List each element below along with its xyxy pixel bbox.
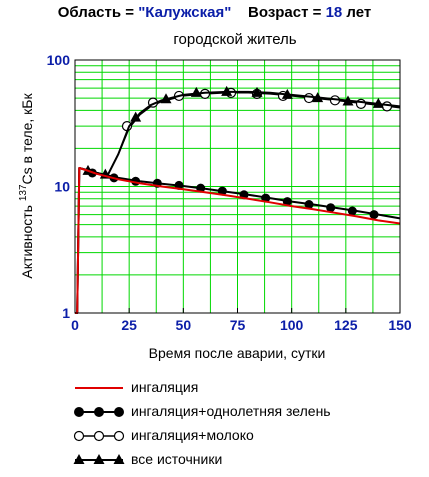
y-tick-label: 10 xyxy=(54,179,70,195)
y-tick-label: 1 xyxy=(62,305,70,321)
series-1-point xyxy=(369,210,379,220)
x-axis-title: Время после аварии, сутки xyxy=(149,345,326,361)
series-3-point xyxy=(221,85,233,96)
x-tick-label: 125 xyxy=(334,317,358,333)
region-label: Область = xyxy=(57,4,139,21)
age-value: 18 xyxy=(325,4,343,21)
legend-symbol-inhalation xyxy=(75,387,123,389)
legend-label-inhalation: ингаляция xyxy=(131,379,199,395)
legend-item-inhalation: ингаляция xyxy=(73,378,413,402)
age-label: Возраст = xyxy=(248,4,326,21)
series-3-point xyxy=(130,111,142,122)
y-axis-title-superscript: 137 xyxy=(18,184,29,201)
series-1-point xyxy=(304,200,314,210)
series-3-point xyxy=(312,92,324,103)
y-tick-label: 100 xyxy=(47,52,71,68)
tick-labels: 0 25 50 75 100 125 150 1 10 100 xyxy=(47,52,412,333)
legend-label-greens: ингаляция+однолетняя зелень xyxy=(131,403,331,419)
series-layer xyxy=(75,85,401,314)
legend-symbol-milk xyxy=(73,430,125,442)
series-line-0 xyxy=(75,167,401,314)
series-3-point xyxy=(342,95,354,106)
series-3-point xyxy=(160,93,172,104)
series-3-point xyxy=(251,86,263,97)
series-3-point xyxy=(372,97,384,108)
region-value: "Калужская" xyxy=(138,4,232,21)
series-1-point xyxy=(217,186,227,196)
legend-symbol-greens xyxy=(74,407,124,417)
legend-item-milk: ингаляция+молоко xyxy=(73,426,413,450)
series-3-point xyxy=(190,86,202,97)
x-tick-label: 150 xyxy=(388,317,412,333)
legend-label-milk: ингаляция+молоко xyxy=(131,427,254,443)
legend-item-all-sources: все источники xyxy=(73,450,413,474)
age-unit: лет xyxy=(342,4,372,21)
series-1-point xyxy=(326,203,336,213)
x-tick-label: 25 xyxy=(121,317,137,333)
x-tick-label: 50 xyxy=(176,317,192,333)
chart-subtitle: городской житель xyxy=(173,31,297,48)
legend-symbol-all-sources xyxy=(73,454,125,464)
x-tick-label: 100 xyxy=(280,317,304,333)
series-2-point xyxy=(381,101,393,112)
legend-label-all-sources: все источники xyxy=(131,451,223,467)
legend: ингаляция ингаляция+однолетняя зелень ин… xyxy=(73,378,413,474)
y-axis-title-prefix: Активность xyxy=(19,201,35,278)
x-tick-label: 0 xyxy=(71,317,79,333)
chart-svg: 0 25 50 75 100 125 150 1 10 100 Время после авари… xyxy=(18,52,412,361)
grid xyxy=(75,60,400,313)
series-2-point xyxy=(303,92,315,104)
series-3-point xyxy=(281,88,293,99)
series-1-point xyxy=(347,206,357,216)
chart-title: Область = "Калужская" Возраст = 18 лет xyxy=(0,4,429,21)
y-axis-title: Активность 137Cs в теле, кБк xyxy=(18,93,35,279)
x-tick-label: 75 xyxy=(230,317,246,333)
y-axis-title-main: Cs в теле, кБк xyxy=(19,93,35,185)
series-1-point xyxy=(282,197,292,207)
legend-item-greens: ингаляция+однолетняя зелень xyxy=(73,402,413,426)
